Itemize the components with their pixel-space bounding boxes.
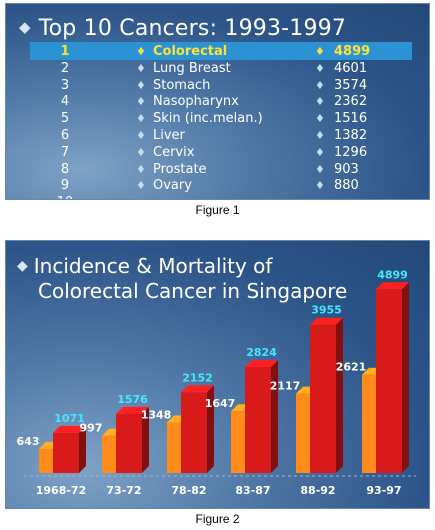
diamond-bullet-icon: ♦ <box>315 129 325 142</box>
diamond-bullet-icon: ♦ <box>315 112 325 126</box>
rank-cell: 4 <box>60 94 70 110</box>
table-row: 6 ♦ Liver ♦ 1382 <box>6 128 429 145</box>
case-count-cell: 903 <box>334 161 359 177</box>
diamond-bullet-icon: ♦ <box>136 129 146 142</box>
diamond-bullet-icon: ♦ <box>136 162 146 176</box>
top-cancers-panel: ◆ Top 10 Cancers: 1993-1997 1 ♦ Colorectal ♦… <box>5 3 430 200</box>
data-label-orange: 1647 <box>205 397 236 410</box>
cancer-name-cell: Prostate <box>153 161 207 177</box>
rank-cell: 5 <box>60 111 70 127</box>
case-count-cell: 3574 <box>334 77 368 93</box>
figure1-title-text: Top 10 Cancers: 1993-1997 <box>38 16 347 41</box>
data-label-red: 1071 <box>54 412 85 425</box>
rank-cell: 3 <box>60 77 70 93</box>
table-row: 2 ♦ Lung Breast ♦ 4601 <box>6 60 429 78</box>
diamond-bullet-icon: ♦ <box>315 145 325 159</box>
top-rank-highlight <box>30 42 412 60</box>
figure1-caption: Figure 1 <box>195 203 240 217</box>
diamond-bullet-icon: ♦ <box>136 179 146 193</box>
figure1-title: ◆ Top 10 Cancers: 1993-1997 <box>19 16 346 41</box>
rank-cell: 7 <box>60 144 70 160</box>
bar-red <box>116 406 149 473</box>
diamond-bullet-icon: ♦ <box>315 45 325 58</box>
case-count-cell: 1516 <box>334 111 368 127</box>
rank-cell: 2 <box>60 60 70 76</box>
data-label-orange: 1348 <box>141 408 172 421</box>
case-count-cell: 1296 <box>334 144 368 160</box>
data-label-red: 3955 <box>311 304 342 317</box>
data-label-red: 2152 <box>182 371 213 384</box>
data-label-red: 1576 <box>117 393 148 406</box>
cancer-name-cell: Skin (inc.melan.) <box>153 111 263 127</box>
rank-cell: 8 <box>60 161 70 177</box>
diamond-bullet-icon: ♦ <box>315 78 325 92</box>
figure2-title: ◆ Incidence & Mortality of Colorectal Can… <box>17 255 347 302</box>
figure2-title-line1: Incidence & Mortality of <box>33 254 273 278</box>
incidence-chart-panel: ◆ Incidence & Mortality of Colorectal Can… <box>5 240 430 509</box>
bar-red <box>376 282 409 473</box>
table-row: 10 <box>6 195 429 199</box>
diamond-bullet-icon: ♦ <box>136 112 146 126</box>
x-tick-label: 83-87 <box>235 484 270 497</box>
data-label-orange: 643 <box>17 435 40 448</box>
cancer-name-cell: Lung Breast <box>153 60 231 76</box>
table-row: 1 ♦ Colorectal ♦ 4899 <box>6 44 429 61</box>
bar-red <box>181 385 214 473</box>
x-tick-label: 1968-72 <box>36 484 87 497</box>
x-tick-label: 93-97 <box>366 484 401 497</box>
table-row: 5 ♦ Skin (inc.melan.) ♦ 1516 <box>6 111 429 128</box>
case-count-cell: 2362 <box>334 94 368 110</box>
bar-red <box>310 317 343 473</box>
case-count-cell: 1382 <box>334 128 368 143</box>
table-row: 4 ♦ Nasopharynx ♦ 2362 <box>6 94 429 111</box>
diamond-bullet-icon: ◆ <box>19 18 31 36</box>
data-label-red: 4899 <box>377 268 408 281</box>
rank-cell: 6 <box>60 128 70 143</box>
data-label-orange: 997 <box>80 422 103 435</box>
rank-cell: 10 <box>46 195 84 199</box>
diamond-bullet-icon: ♦ <box>315 179 325 193</box>
bar-red <box>53 425 86 473</box>
diamond-bullet-icon: ♦ <box>315 162 325 176</box>
rank-cell: 9 <box>60 178 70 194</box>
diamond-bullet-icon: ♦ <box>136 78 146 92</box>
diamond-bullet-icon: ♦ <box>315 95 325 109</box>
figure2-caption: Figure 2 <box>195 512 240 526</box>
cancer-name-cell: Colorectal <box>153 44 228 59</box>
cancer-name-cell: Liver <box>153 128 185 143</box>
case-count-cell: 4899 <box>334 44 371 59</box>
x-tick-label: 73-72 <box>106 484 141 497</box>
diamond-bullet-icon: ◆ <box>17 258 28 274</box>
diamond-bullet-icon: ♦ <box>136 45 146 58</box>
bar-red <box>245 360 278 473</box>
x-tick-label: 88-92 <box>300 484 335 497</box>
case-count-cell: 4601 <box>334 60 368 76</box>
table-row: 3 ♦ Stomach ♦ 3574 <box>6 77 429 95</box>
cancer-name-cell: Stomach <box>153 77 211 93</box>
data-label-orange: 2621 <box>336 361 367 374</box>
table-row: 9 ♦ Ovary ♦ 880 <box>6 178 429 195</box>
diamond-bullet-icon: ♦ <box>136 145 146 159</box>
figure2-title-line2: Colorectal Cancer in Singapore <box>38 279 348 303</box>
table-row: 7 ♦ Cervix ♦ 1296 <box>6 144 429 162</box>
case-count-cell: 880 <box>334 178 359 194</box>
cancer-name-cell: Ovary <box>153 178 192 194</box>
data-label-red: 2824 <box>246 346 277 359</box>
cancer-name-cell: Nasopharynx <box>153 94 239 110</box>
incidence-bar-chart: 643 1071 1968-72 997 1576 73-72 1348 2152 78-82 1… <box>17 268 416 497</box>
cancer-name-cell: Cervix <box>153 144 195 160</box>
rank-cell: 1 <box>60 44 70 59</box>
diamond-bullet-icon: ♦ <box>315 61 325 75</box>
table-row: 8 ♦ Prostate ♦ 903 <box>6 161 429 179</box>
data-label-orange: 2117 <box>270 380 301 393</box>
diamond-bullet-icon: ♦ <box>136 95 146 109</box>
diamond-bullet-icon: ♦ <box>136 61 146 75</box>
x-tick-label: 78-82 <box>171 484 206 497</box>
